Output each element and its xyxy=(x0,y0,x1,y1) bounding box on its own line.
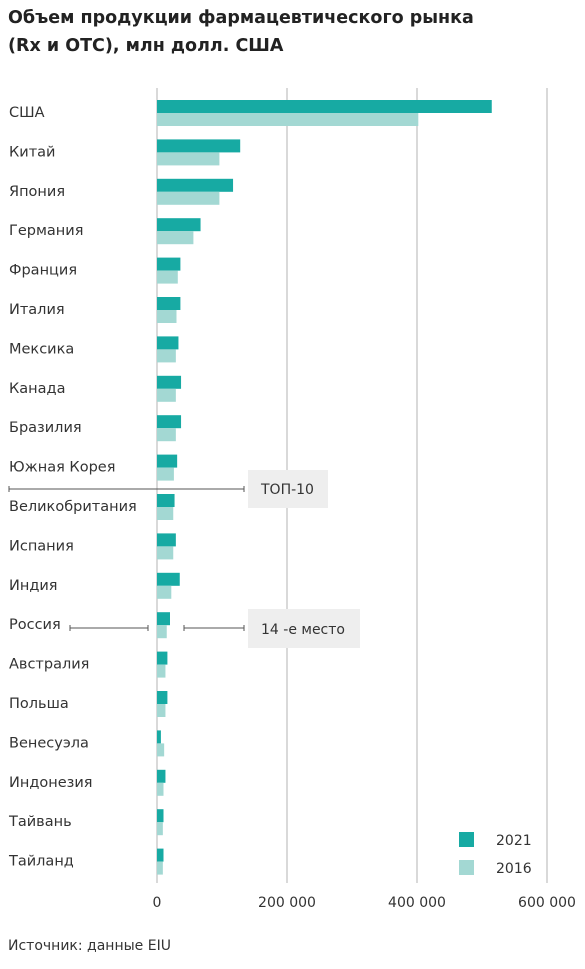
legend: 2021 2016 xyxy=(459,832,532,877)
legend-swatch-2021 xyxy=(459,832,474,847)
bar-2016-11 xyxy=(157,546,174,560)
category-label-11: Испания xyxy=(9,538,74,554)
category-label-16: Венесуэла xyxy=(9,735,89,751)
russia-box xyxy=(248,609,360,648)
bar-2016-8 xyxy=(157,428,176,442)
bar-2021-19 xyxy=(157,848,164,862)
bar-2021-13 xyxy=(157,612,170,626)
legend-label-2021: 2021 xyxy=(496,833,532,849)
russia-rank-label: 14 -е место xyxy=(261,622,345,638)
category-label-10: Великобритания xyxy=(9,499,137,515)
category-label-18: Тайвань xyxy=(8,814,72,830)
category-label-19: Тайланд xyxy=(8,854,74,870)
tick-label-2: 400 000 xyxy=(388,895,446,911)
bar-2021-5 xyxy=(157,297,181,310)
bar-2016-18 xyxy=(157,822,163,836)
bar-2021-11 xyxy=(157,533,176,547)
bar-2021-6 xyxy=(157,336,179,350)
category-label-3: Германия xyxy=(9,223,83,239)
bar-2021-14 xyxy=(157,651,168,665)
top10-label: ТОП-10 xyxy=(260,482,314,498)
category-label-2: Япония xyxy=(9,184,65,200)
bar-2016-13 xyxy=(157,625,167,639)
category-label-15: Польша xyxy=(9,696,69,712)
bars xyxy=(157,100,492,875)
bar-2021-3 xyxy=(157,218,201,232)
grid-lines xyxy=(156,88,548,883)
bar-2016-16 xyxy=(157,743,165,757)
bar-2016-15 xyxy=(157,704,166,717)
category-label-13: Россия xyxy=(9,617,61,633)
bar-2021-10 xyxy=(157,494,175,507)
bar-2021-16 xyxy=(157,730,161,744)
tick-label-3: 600 000 xyxy=(518,895,576,911)
bar-2021-4 xyxy=(157,257,181,271)
bar-2021-12 xyxy=(157,572,180,586)
category-label-9: Южная Корея xyxy=(9,460,115,476)
category-label-7: Канада xyxy=(9,381,65,397)
bar-2021-2 xyxy=(157,178,234,192)
category-labels: США Китай Япония Германия Франция Италия Мекси… xyxy=(8,105,137,870)
bar-2016-10 xyxy=(157,507,174,520)
tick-label-1: 200 000 xyxy=(258,895,316,911)
bar-2016-3 xyxy=(157,231,194,245)
bar-2016-9 xyxy=(157,467,174,481)
bar-2016-17 xyxy=(157,782,164,796)
bar-2021-18 xyxy=(157,809,164,823)
chart-title-line-2: (Rx и OTC), млн долл. США xyxy=(8,36,284,56)
source-note: Источник: данные EIU xyxy=(8,938,171,954)
x-axis-tick-labels: 0 200 000 400 000 600 000 xyxy=(153,895,576,911)
category-label-14: Австралия xyxy=(9,657,89,673)
bar-2021-8 xyxy=(157,415,182,429)
bar-2021-1 xyxy=(157,139,241,153)
category-label-12: Индия xyxy=(9,578,58,594)
chart-title: Объем продукции фармацевтического рынка … xyxy=(8,4,568,60)
bar-2016-7 xyxy=(157,388,176,402)
bar-2016-14 xyxy=(157,664,166,678)
bar-2021-0 xyxy=(157,100,492,113)
bar-2021-15 xyxy=(157,691,168,704)
legend-swatch-2016 xyxy=(459,860,474,875)
bar-2016-12 xyxy=(157,585,172,599)
bar-2021-17 xyxy=(157,769,166,783)
bar-2016-5 xyxy=(157,310,177,323)
bar-2016-19 xyxy=(157,861,163,875)
bar-2016-6 xyxy=(157,349,176,363)
category-label-17: Индонезия xyxy=(9,775,92,791)
category-label-0: США xyxy=(9,105,45,121)
annotations: ТОП-10 14 -е место xyxy=(8,470,360,648)
bar-2016-4 xyxy=(157,270,178,284)
bar-2016-1 xyxy=(157,152,220,166)
bar-2021-9 xyxy=(157,454,178,468)
category-label-6: Мексика xyxy=(9,341,74,357)
bar-2016-0 xyxy=(157,113,419,126)
bar-2016-2 xyxy=(157,191,220,205)
category-label-5: Италия xyxy=(9,302,65,318)
category-label-8: Бразилия xyxy=(9,420,82,436)
top10-box xyxy=(248,470,328,508)
legend-label-2016: 2016 xyxy=(496,861,532,877)
chart-title-line-1: Объем продукции фармацевтического рынка xyxy=(8,8,474,28)
bar-2021-7 xyxy=(157,375,182,389)
category-label-4: Франция xyxy=(9,263,77,279)
category-label-1: Китай xyxy=(9,144,55,160)
tick-label-0: 0 xyxy=(153,895,162,911)
